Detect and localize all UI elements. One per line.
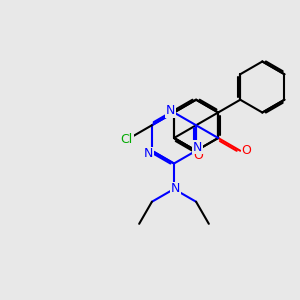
Text: N: N [193, 141, 202, 154]
Text: O: O [241, 144, 251, 157]
Text: O: O [194, 149, 203, 162]
Text: N: N [144, 147, 153, 160]
Text: N: N [171, 182, 180, 196]
Text: N: N [166, 104, 175, 118]
Text: Cl: Cl [121, 133, 133, 146]
